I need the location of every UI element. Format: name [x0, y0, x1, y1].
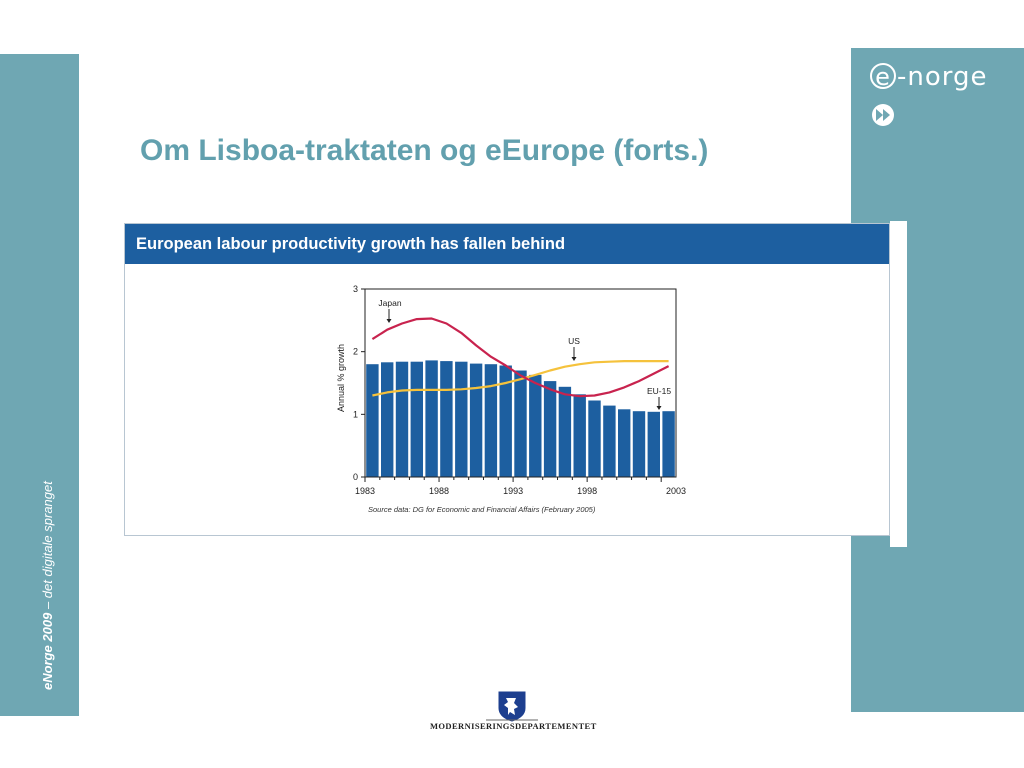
annotation-japan: Japan: [378, 298, 401, 308]
sidebar-caption-rest: – det digitale spranget: [40, 481, 55, 613]
chart-source-note: Source data: DG for Economic and Financi…: [368, 505, 596, 514]
x-tick-label-1998: 1998: [577, 486, 597, 496]
ministry-logo: MODERNISERINGSDEPARTEMENTET: [430, 690, 597, 740]
left-sidebar-bar: [0, 54, 79, 716]
bar-eu15-1995: [543, 381, 557, 477]
bar-eu15-1985: [395, 361, 409, 477]
y-tick-label-2: 2: [353, 347, 358, 357]
x-tick-label-2003: 2003: [666, 486, 686, 496]
arrow-eu15-head: [656, 406, 662, 410]
productivity-chart: Annual % growth Source data: DG for Econ…: [336, 284, 686, 514]
bar-eu15-1992: [499, 365, 512, 477]
bar-eu15-1988: [440, 361, 453, 477]
bar-eu15-1999: [603, 405, 616, 477]
fast-forward-icon[interactable]: [872, 104, 894, 126]
line-japan: [371, 317, 670, 398]
annotation-eu15: EU-15: [647, 386, 671, 396]
y-tick-label-1: 1: [353, 409, 358, 419]
slide-title: Om Lisboa-traktaten og eEurope (forts.): [140, 134, 709, 167]
bar-eu15-2000: [618, 409, 631, 477]
bar-eu15-1990: [469, 363, 483, 477]
bar-eu15-1993: [514, 370, 527, 477]
enorge-logo: e -norge: [870, 62, 988, 92]
arrow-japan-head: [386, 319, 392, 323]
bar-eu15-1991: [484, 364, 498, 477]
annotation-us: US: [568, 336, 580, 346]
norwegian-coat-of-arms-icon: [486, 691, 538, 722]
bar-eu15-1998: [588, 400, 601, 477]
chart-header: European labour productivity growth has …: [125, 224, 889, 264]
bar-eu15-1983: [366, 364, 379, 477]
logo-e-circle: e: [870, 63, 896, 89]
bar-eu15-1994: [529, 374, 542, 477]
bar-eu15-1989: [455, 361, 468, 477]
panel-white-strip: [890, 221, 907, 547]
sidebar-caption: eNorge 2009 – det digitale spranget: [40, 481, 55, 690]
bar-eu15-2002: [647, 411, 660, 477]
chart-panel: European labour productivity growth has …: [124, 223, 890, 536]
bar-eu15-1996: [558, 386, 572, 477]
sidebar-caption-bold: eNorge 2009: [40, 612, 55, 690]
arrow-us-head: [571, 357, 577, 361]
bar-eu15-1987: [425, 360, 438, 477]
plot-frame: [364, 288, 677, 478]
x-tick-label-1993: 1993: [503, 486, 523, 496]
x-tick-label-1988: 1988: [429, 486, 449, 496]
y-axis-label: Annual % growth: [336, 344, 346, 412]
y-tick-label-3: 3: [353, 284, 358, 294]
ministry-name: MODERNISERINGSDEPARTEMENTET: [430, 721, 597, 731]
bar-eu15-2001: [632, 411, 646, 477]
logo-text: -norge: [897, 62, 988, 92]
y-tick-label-0: 0: [353, 472, 358, 482]
line-us: [372, 360, 669, 397]
bar-eu15-1986: [410, 361, 423, 477]
bar-eu15-1984: [381, 362, 394, 477]
bar-eu15-1997: [573, 394, 586, 477]
x-tick-label-1983: 1983: [355, 486, 375, 496]
bar-eu15-2003: [662, 411, 675, 477]
